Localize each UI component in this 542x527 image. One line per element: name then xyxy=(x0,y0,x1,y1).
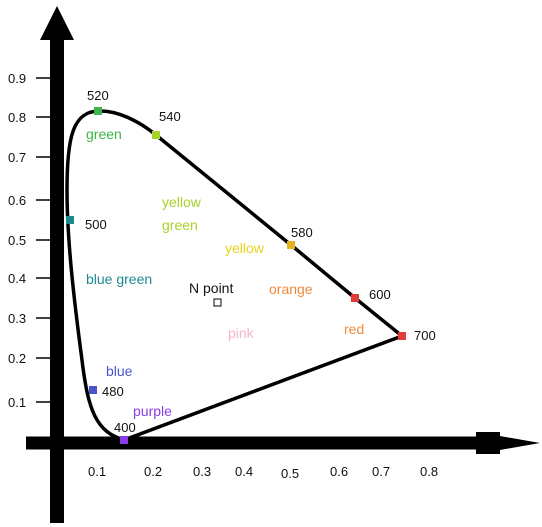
marker-580 xyxy=(287,241,295,249)
y-tick-label: 0.5 xyxy=(8,233,26,248)
marker-520 xyxy=(94,107,102,115)
wavelength-label-520: 520 xyxy=(87,88,109,103)
y-axis-arrow-icon xyxy=(40,6,74,40)
x-tick-label: 0.1 xyxy=(88,464,106,479)
y-tick-label: 0.7 xyxy=(8,150,26,165)
x-ticks: 0.1 0.2 0.3 0.4 0.5 0.6 0.7 0.8 xyxy=(88,464,438,481)
x-tick-label: 0.4 xyxy=(235,464,253,479)
marker-600 xyxy=(351,294,359,302)
y-tick-label: 0.1 xyxy=(8,395,26,410)
spectral-locus-curve xyxy=(65,109,404,442)
x-axis-arrow-icon xyxy=(476,432,540,454)
y-ticks: 0.1 0.2 0.3 0.4 0.5 0.6 0.7 0.8 0.9 xyxy=(8,71,50,410)
wavelength-label-700: 700 xyxy=(414,328,436,343)
x-tick-label: 0.3 xyxy=(193,464,211,479)
y-tick-label: 0.8 xyxy=(8,110,26,125)
region-label-pink: pink xyxy=(228,325,255,341)
region-label-blue-green: blue green xyxy=(86,271,152,287)
y-tick-label: 0.9 xyxy=(8,71,26,86)
marker-540 xyxy=(152,131,160,139)
x-tick-label: 0.8 xyxy=(420,464,438,479)
y-tick-label: 0.4 xyxy=(8,271,26,286)
marker-480 xyxy=(89,386,97,394)
marker-500 xyxy=(66,216,74,224)
marker-700 xyxy=(398,332,406,340)
x-tick-label: 0.7 xyxy=(372,464,390,479)
wavelength-label-600: 600 xyxy=(369,287,391,302)
n-point-marker xyxy=(213,298,222,307)
wavelength-label-500: 500 xyxy=(85,217,107,232)
y-tick-label: 0.2 xyxy=(8,351,26,366)
x-tick-label: 0.5 xyxy=(281,466,299,481)
region-label-red: red xyxy=(344,321,364,337)
n-point-label: N point xyxy=(189,280,233,296)
marker-400 xyxy=(120,436,128,444)
region-label-orange: orange xyxy=(269,281,313,297)
region-label-yellow-green-line1: yellow xyxy=(162,194,202,210)
region-label-green: green xyxy=(86,126,122,142)
x-tick-label: 0.2 xyxy=(144,464,162,479)
y-tick-label: 0.6 xyxy=(8,193,26,208)
region-label-blue: blue xyxy=(106,363,133,379)
y-tick-label: 0.3 xyxy=(8,311,26,326)
wavelength-label-540: 540 xyxy=(159,109,181,124)
wavelength-label-480: 480 xyxy=(102,384,124,399)
region-label-purple: purple xyxy=(133,403,172,419)
region-label-yellow: yellow xyxy=(225,240,265,256)
region-label-yellow-green-line2: green xyxy=(162,217,198,233)
wavelength-label-400: 400 xyxy=(114,420,136,435)
wavelength-label-580: 580 xyxy=(291,225,313,240)
x-tick-label: 0.6 xyxy=(330,464,348,479)
